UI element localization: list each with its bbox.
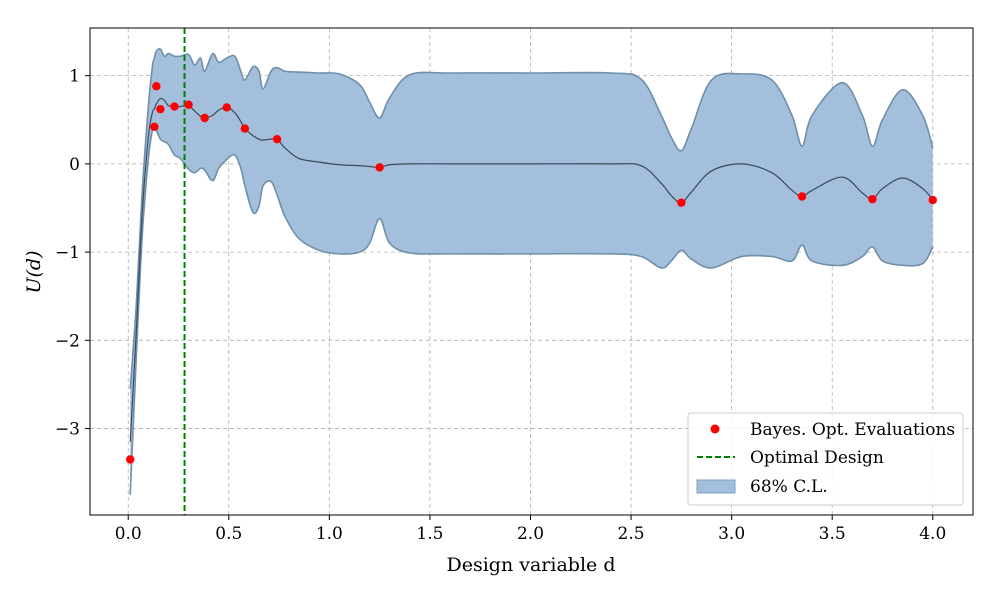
y-tick-label: −1 bbox=[55, 243, 80, 263]
legend-marker-confidence-band bbox=[696, 479, 736, 494]
evaluation-point bbox=[928, 195, 937, 205]
y-tick-label: 0 bbox=[69, 155, 80, 175]
legend-label-evaluations: Bayes. Opt. Evaluations bbox=[750, 420, 955, 440]
x-tick-label: 3.5 bbox=[819, 524, 846, 544]
plot-frame bbox=[89, 27, 974, 516]
x-tick-label: 0.0 bbox=[115, 524, 142, 544]
evaluation-point bbox=[200, 113, 209, 123]
confidence-band-upper-edge bbox=[129, 48, 934, 389]
evaluation-point bbox=[240, 124, 250, 133]
x-tick-label: 4.0 bbox=[919, 524, 946, 544]
evaluation-point bbox=[868, 194, 877, 204]
evaluation-point bbox=[222, 103, 231, 112]
y-tick-label: −3 bbox=[55, 420, 80, 440]
mean-curve bbox=[129, 97, 934, 442]
x-axis-label: Design variable d bbox=[447, 554, 616, 576]
legend-marker-evaluations bbox=[710, 424, 720, 434]
evaluation-point bbox=[677, 198, 686, 207]
confidence-band-fill bbox=[130, 48, 933, 495]
legend: Bayes. Opt. Evaluations Optimal Design 6… bbox=[687, 412, 964, 506]
legend-box bbox=[687, 412, 964, 506]
y-axis-ticks: 1 0 −1 −2 −3 bbox=[55, 67, 90, 440]
evaluation-point bbox=[184, 100, 193, 109]
evaluation-point bbox=[156, 104, 165, 114]
confidence-band-lower-edge bbox=[129, 125, 934, 495]
x-tick-label: 1.0 bbox=[316, 524, 343, 544]
y-axis-label: U(d) bbox=[23, 250, 45, 293]
confidence-band bbox=[129, 48, 934, 495]
evaluation-point bbox=[272, 134, 282, 144]
y-tick-label: −2 bbox=[55, 331, 80, 351]
evaluation-point bbox=[797, 192, 807, 201]
evaluation-points bbox=[126, 82, 937, 464]
evaluation-point bbox=[375, 163, 384, 172]
x-tick-label: 2.0 bbox=[517, 524, 544, 544]
x-axis-ticks: 0.0 0.5 1.0 1.5 2.0 2.5 3.0 3.5 4.0 bbox=[115, 515, 946, 544]
x-tick-label: 2.5 bbox=[618, 524, 645, 544]
evaluation-point bbox=[152, 82, 161, 91]
mean-line bbox=[129, 97, 934, 442]
evaluation-point bbox=[126, 455, 135, 464]
evaluation-point bbox=[170, 102, 179, 111]
legend-label-confidence-band: 68% C.L. bbox=[750, 477, 828, 497]
x-tick-label: 1.5 bbox=[416, 524, 443, 544]
evaluation-point bbox=[150, 122, 159, 132]
x-tick-label: 0.5 bbox=[215, 524, 242, 544]
x-tick-label: 3.0 bbox=[718, 524, 745, 544]
y-tick-label: 1 bbox=[69, 67, 80, 87]
legend-label-optimal-design: Optimal Design bbox=[750, 448, 884, 468]
